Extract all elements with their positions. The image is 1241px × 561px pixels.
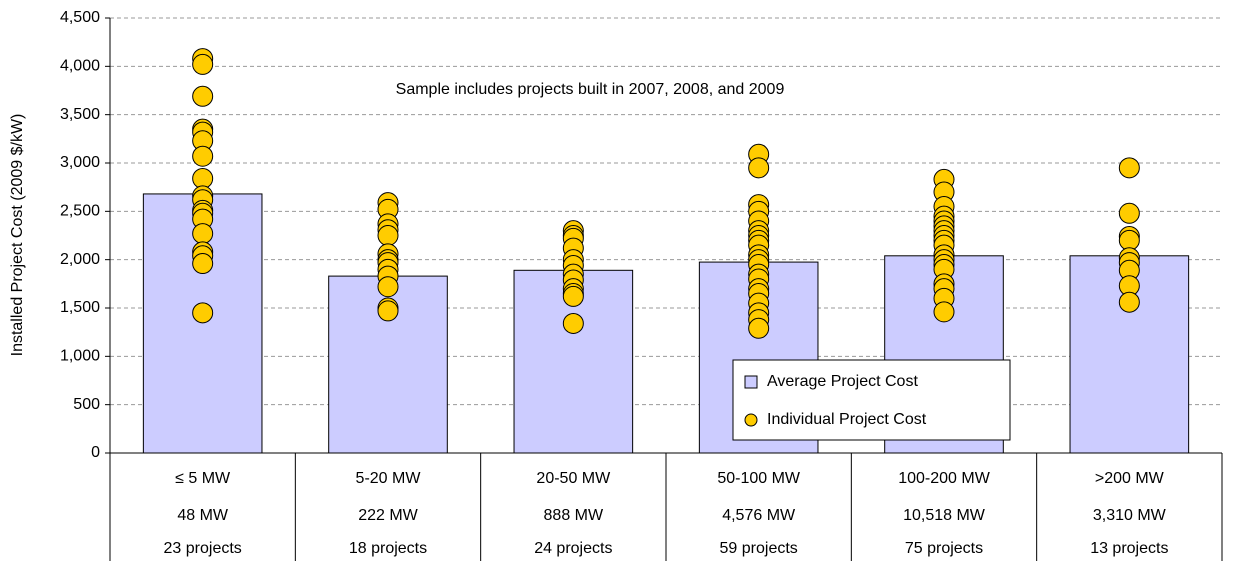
y-tick-label: 2,500 [60, 203, 100, 220]
grid [110, 17, 1222, 406]
legend-label: Average Project Cost [767, 373, 918, 390]
point [377, 300, 399, 322]
capacity-label: 4,576 MW [722, 507, 796, 524]
x-tick-label: ≤ 5 MW [175, 470, 231, 487]
legend-box [732, 359, 1011, 441]
point [562, 312, 584, 334]
y-tick-label: 3,500 [60, 106, 100, 123]
y-tick-label: 4,000 [60, 58, 100, 75]
y-tick-label: 2,000 [60, 251, 100, 268]
x-tick-label: 5-20 MW [356, 470, 422, 487]
point [192, 145, 214, 167]
projects-label: 13 projects [1090, 540, 1168, 557]
projects-label: 59 projects [720, 540, 798, 557]
point [377, 276, 399, 298]
y-axis-label: Installed Project Cost (2009 $/kW) [9, 114, 26, 357]
projects-label: 23 projects [164, 540, 242, 557]
point [192, 253, 214, 275]
capacity-label: 222 MW [358, 507, 418, 524]
capacity-label: 48 MW [177, 507, 229, 524]
y-tick-label: 1,000 [60, 348, 100, 365]
point [748, 157, 770, 179]
x-tick-label: >200 MW [1095, 470, 1165, 487]
legend-swatch [744, 413, 758, 427]
y-tick-label: 4,500 [60, 9, 100, 26]
point [933, 301, 955, 323]
annotation: Sample includes projects built in 2007, … [396, 81, 785, 98]
projects-label: 75 projects [905, 540, 983, 557]
point [192, 85, 214, 107]
y-tick-label: 500 [73, 396, 100, 413]
legend-label: Individual Project Cost [767, 411, 927, 428]
legend-swatch [744, 375, 758, 389]
projects-label: 18 projects [349, 540, 427, 557]
point [192, 53, 214, 75]
point [748, 317, 770, 339]
x-tick-label: 50-100 MW [717, 470, 801, 487]
point [192, 302, 214, 324]
point [192, 223, 214, 245]
y-tick-label: 0 [91, 444, 100, 461]
capacity-label: 10,518 MW [903, 507, 986, 524]
point [1118, 157, 1140, 179]
point [1118, 291, 1140, 313]
y-tick-label: 3,000 [60, 154, 100, 171]
point [377, 225, 399, 246]
x-tick-label: 20-50 MW [536, 470, 611, 487]
y-tick-label: 1,500 [60, 299, 100, 316]
x-tick-label: 100-200 MW [898, 470, 990, 487]
projects-label: 24 projects [534, 540, 612, 557]
point [562, 285, 584, 307]
capacity-label: 888 MW [544, 507, 604, 524]
capacity-label: 3,310 MW [1093, 507, 1167, 524]
point [1118, 202, 1140, 224]
